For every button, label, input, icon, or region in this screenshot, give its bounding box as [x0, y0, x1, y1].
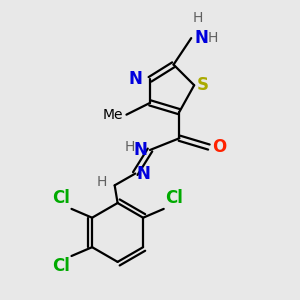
- Text: S: S: [197, 76, 209, 94]
- Text: H: H: [125, 140, 135, 154]
- Text: O: O: [212, 138, 226, 156]
- Text: Me: Me: [102, 108, 123, 122]
- Text: N: N: [137, 165, 151, 183]
- Text: N: N: [129, 70, 142, 88]
- Text: H: H: [97, 176, 107, 189]
- Text: N: N: [194, 29, 208, 47]
- Text: H: H: [193, 11, 203, 25]
- Text: Cl: Cl: [165, 189, 183, 207]
- Text: N: N: [133, 141, 147, 159]
- Text: Cl: Cl: [52, 257, 70, 275]
- Text: Cl: Cl: [52, 189, 70, 207]
- Text: H: H: [207, 31, 218, 45]
